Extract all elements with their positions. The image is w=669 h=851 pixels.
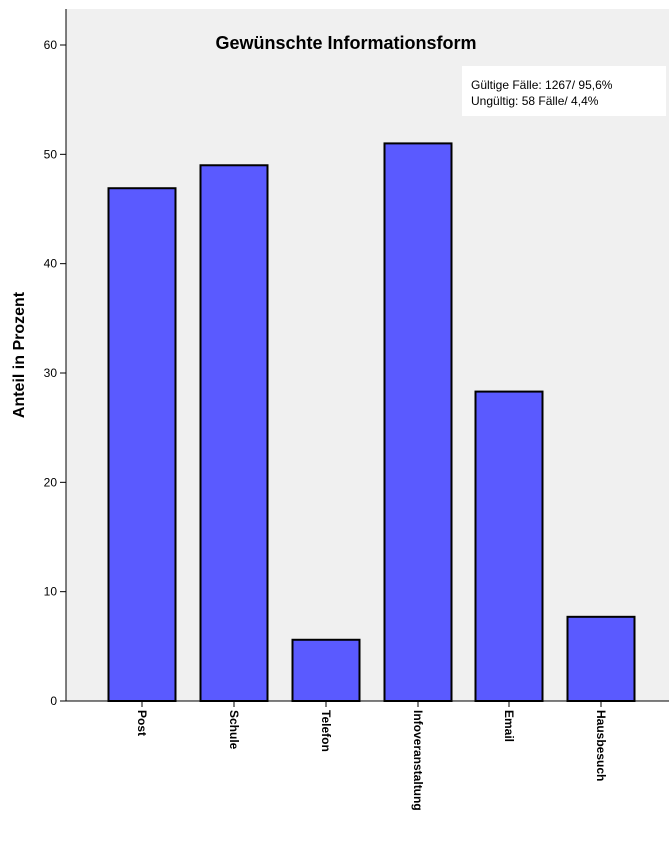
bar-telefon bbox=[291, 638, 361, 702]
y-tick-label: 10 bbox=[44, 585, 58, 599]
x-tick-label: Post bbox=[135, 710, 149, 736]
bar-schule bbox=[199, 164, 269, 702]
x-axis-labels: Post Schule Telefon Infoveranstaltung Email H… bbox=[135, 701, 608, 811]
bar-hausbesuch bbox=[566, 615, 636, 703]
y-axis-ticks: 0 10 20 30 40 50 60 bbox=[44, 38, 66, 708]
note-line-invalid: Ungültig: 58 Fälle/ 4,4% bbox=[471, 94, 599, 108]
bar-post bbox=[107, 187, 177, 702]
x-tick-label: Schule bbox=[227, 710, 241, 750]
x-tick-label: Hausbesuch bbox=[594, 710, 608, 781]
x-tick-label: Infoveranstaltung bbox=[411, 710, 425, 811]
x-tick-label: Email bbox=[502, 710, 516, 742]
note-box bbox=[462, 66, 666, 116]
y-tick-label: 60 bbox=[44, 38, 58, 52]
x-tick-label: Telefon bbox=[319, 710, 333, 752]
y-tick-label: 30 bbox=[44, 366, 58, 380]
y-tick-label: 40 bbox=[44, 257, 58, 271]
y-tick-label: 50 bbox=[44, 147, 58, 161]
note-line-valid: Gültige Fälle: 1267/ 95,6% bbox=[471, 78, 613, 92]
chart-title: Gewünschte Informationsform bbox=[215, 33, 476, 53]
bar-infoveranstaltung bbox=[383, 142, 453, 702]
y-tick-label: 20 bbox=[44, 475, 58, 489]
y-tick-label: 0 bbox=[50, 694, 57, 708]
bar-email bbox=[474, 390, 544, 702]
y-axis-title: Anteil in Prozent bbox=[11, 291, 28, 418]
bars-group bbox=[107, 142, 636, 703]
